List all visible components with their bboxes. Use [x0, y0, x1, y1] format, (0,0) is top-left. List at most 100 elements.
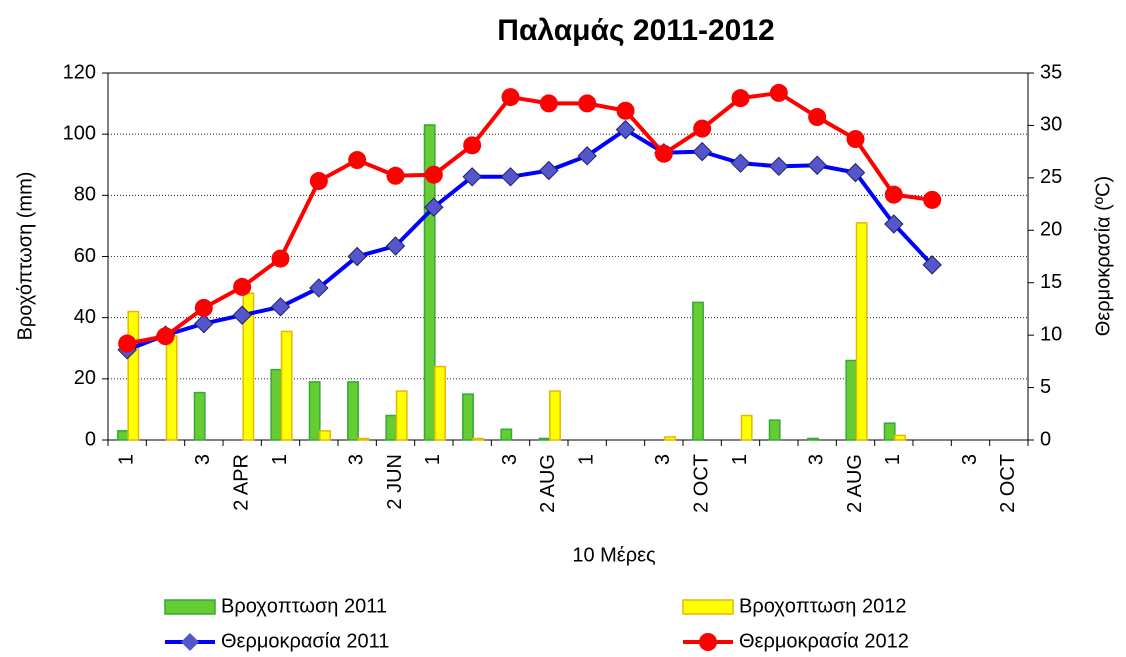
y-tick-label: 80: [74, 184, 96, 206]
x-tick-label: 1: [729, 454, 751, 465]
y2-tick-label: 15: [1040, 271, 1062, 293]
bar: [280, 330, 293, 441]
y-tick-label: 100: [63, 122, 96, 144]
marker: [730, 153, 751, 173]
x-tick-label: 1: [269, 454, 291, 465]
bar: [807, 437, 819, 441]
marker: [347, 246, 367, 267]
marker: [577, 146, 597, 166]
bar: [423, 124, 436, 441]
bar: [538, 437, 551, 441]
bar: [845, 359, 858, 441]
marker: [922, 255, 942, 275]
marker: [845, 162, 866, 183]
y-tick-label: 120: [63, 61, 96, 83]
marker: [539, 160, 559, 181]
marker: [309, 278, 329, 298]
y-tick-label: 40: [74, 306, 96, 328]
marker: [271, 249, 290, 268]
bar: [664, 436, 676, 441]
bar: [127, 310, 140, 441]
y2-axis-title: Θερμοκρασία (ºC): [1092, 176, 1114, 336]
bar: [308, 381, 321, 441]
marker: [769, 83, 788, 102]
x-tick-label: 3: [652, 454, 674, 465]
line: [126, 127, 934, 352]
bar: [768, 419, 781, 441]
y-tick-label: 20: [74, 367, 96, 389]
marker: [693, 119, 712, 138]
legend-label: Θερμοκρασία 2011: [221, 630, 389, 652]
marker: [884, 185, 903, 204]
bar: [883, 422, 896, 441]
y2-tick-label: 5: [1040, 376, 1051, 398]
bar: [472, 437, 485, 441]
marker: [615, 119, 636, 140]
legend-swatch: [164, 599, 216, 615]
bar: [270, 368, 283, 441]
marker: [385, 236, 406, 256]
x-tick-label: 1: [422, 454, 444, 465]
marker: [156, 327, 175, 346]
bar: [434, 365, 446, 441]
marker: [118, 334, 137, 353]
marker: [654, 144, 673, 163]
marker: [424, 197, 444, 217]
x-axis-title: 10 Μέρες: [572, 544, 656, 566]
y2-tick-label: 10: [1040, 323, 1062, 345]
x-tick-label: 1: [882, 454, 904, 465]
y-tick-label: 60: [74, 245, 96, 267]
marker: [463, 136, 482, 155]
x-tick-label: 3: [959, 454, 981, 465]
marker: [692, 141, 712, 162]
marker: [846, 130, 865, 149]
x-tick-label: 3: [192, 454, 214, 465]
x-tick-label: 1: [575, 454, 597, 465]
marker: [462, 167, 482, 187]
bar: [357, 437, 370, 441]
bar: [319, 430, 331, 441]
x-tick-label: 3: [499, 454, 521, 465]
marker: [232, 305, 252, 325]
marker: [923, 190, 942, 209]
x-tick-label: 2 AUG: [537, 454, 559, 513]
x-tick-label: 1: [115, 454, 137, 465]
marker: [808, 108, 827, 127]
marker: [616, 101, 635, 120]
legend-label: Θερμοκρασία 2012: [739, 630, 909, 652]
marker: [309, 172, 328, 191]
bar: [692, 301, 704, 441]
legend-marker: [699, 633, 717, 651]
bar: [894, 434, 906, 441]
x-tick-label: 3: [345, 454, 367, 465]
marker: [233, 277, 252, 296]
marker: [194, 313, 214, 334]
bar: [165, 335, 178, 441]
marker: [500, 167, 521, 187]
bar: [740, 414, 753, 441]
marker: [578, 94, 597, 113]
bar: [347, 381, 359, 441]
x-tick-label: 2 AUG: [844, 454, 866, 513]
bar: [549, 390, 561, 441]
y2-tick-label: 25: [1040, 166, 1062, 188]
legend-label: Βροχoπτωση 2012: [739, 595, 906, 617]
x-tick-label: 3: [805, 454, 827, 465]
marker: [194, 298, 213, 317]
bar: [855, 222, 868, 441]
x-tick-label: 2 JUN: [384, 454, 406, 510]
marker: [348, 151, 367, 170]
bar: [385, 414, 398, 441]
bar: [395, 390, 408, 441]
legend-label: Βροχoπτωση 2011: [221, 595, 387, 617]
y-axis-title: Βροχόπτωση (mm): [14, 172, 36, 341]
marker: [424, 165, 443, 184]
y-tick-label: 0: [85, 428, 96, 450]
x-tick-label: 2 APR: [230, 454, 252, 511]
marker: [270, 297, 291, 317]
chart-title: Παλαμάς 2011-2012: [497, 14, 774, 47]
bar: [500, 428, 513, 441]
marker: [884, 214, 904, 234]
bar: [193, 391, 206, 441]
